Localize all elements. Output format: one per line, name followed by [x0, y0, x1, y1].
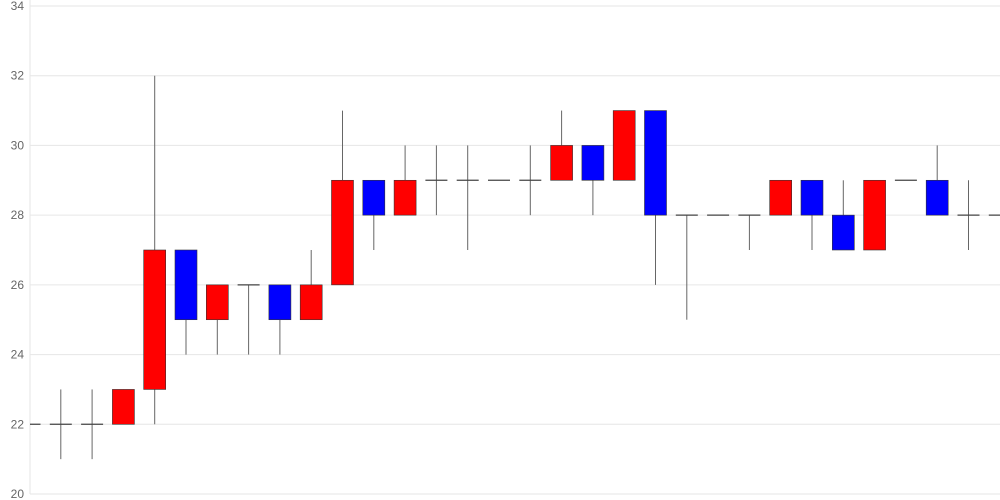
candle	[362, 179, 386, 250]
candle	[769, 179, 793, 216]
candle-body-up	[863, 179, 886, 251]
candle-body-down	[581, 145, 605, 181]
candle-body-up	[612, 110, 636, 181]
y-tick-label: 28	[11, 208, 25, 222]
candle	[81, 389, 104, 460]
candle-body-up	[299, 284, 323, 321]
candle-body-down	[362, 179, 386, 216]
candle	[237, 284, 260, 355]
candle	[957, 180, 980, 250]
candle	[800, 179, 824, 250]
candle	[519, 145, 542, 216]
candle-body-up	[331, 179, 354, 286]
candle	[206, 284, 229, 355]
candles	[30, 75, 1000, 460]
candle-body-up	[112, 389, 135, 425]
candle	[331, 110, 354, 286]
candle-body-up	[550, 145, 573, 181]
candle	[112, 389, 135, 425]
candle-body-up	[143, 249, 166, 390]
candle-body-down	[268, 284, 292, 321]
candle	[174, 249, 198, 355]
y-axis: 20 22 24 26 28 30 32 34	[11, 0, 25, 500]
candle	[143, 75, 166, 425]
candle	[925, 145, 949, 216]
candle	[268, 284, 292, 355]
candle-body-down	[644, 110, 667, 216]
y-tick-label: 24	[11, 348, 25, 362]
candle-body-up	[769, 179, 793, 216]
candle	[299, 250, 323, 321]
candle	[49, 389, 72, 460]
y-tick-label: 32	[11, 69, 25, 83]
y-tick-label: 20	[11, 487, 25, 500]
candle	[675, 214, 698, 320]
y-tick-label: 30	[11, 138, 25, 152]
candle-body-down	[800, 179, 824, 216]
candle	[644, 110, 667, 285]
candle	[456, 145, 479, 250]
candle-body-down	[174, 249, 198, 321]
y-tick-label: 22	[11, 417, 25, 431]
candle-body-down	[925, 179, 949, 216]
candle	[425, 145, 448, 216]
candle	[30, 423, 41, 425]
candle	[863, 179, 886, 251]
candle	[393, 145, 417, 216]
y-tick-label: 26	[11, 278, 25, 292]
candle	[831, 180, 855, 251]
candle	[581, 145, 605, 216]
candle	[550, 110, 573, 181]
candle-body-down	[831, 214, 855, 251]
candle-body-up	[206, 284, 229, 321]
candle	[738, 214, 761, 250]
y-tick-label: 34	[11, 0, 25, 13]
candle	[612, 110, 636, 181]
candle-body-up	[393, 179, 417, 216]
